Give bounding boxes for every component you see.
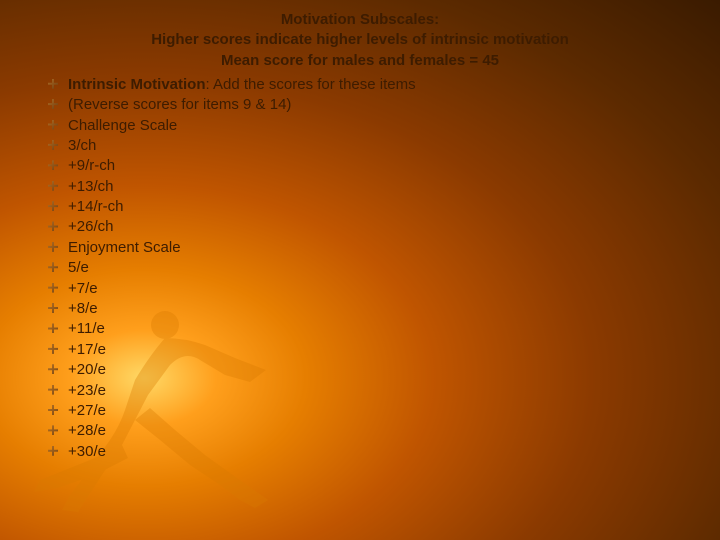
list-item: +28/e xyxy=(48,421,690,441)
bullet-list: Intrinsic Motivation: Add the scores for… xyxy=(48,75,690,462)
list-item: Enjoyment Scale xyxy=(48,238,690,258)
slide-content: Motivation Subscales: Higher scores indi… xyxy=(0,0,720,472)
heading-rest: : Add the scores for these items xyxy=(206,76,416,93)
list-item: +14/r-ch xyxy=(48,197,690,217)
list-item: +9/r-ch xyxy=(48,156,690,176)
list-item: +30/e xyxy=(48,442,690,462)
title-line-3: Mean score for males and females = 45 xyxy=(30,51,690,71)
list-item: 5/e xyxy=(48,258,690,278)
list-item: +17/e xyxy=(48,340,690,360)
list-item: +26/ch xyxy=(48,217,690,237)
list-item: +23/e xyxy=(48,381,690,401)
list-item: Challenge Scale xyxy=(48,116,690,136)
heading-label: Intrinsic Motivation xyxy=(68,76,206,93)
list-item: +20/e xyxy=(48,360,690,380)
title-line-1: Motivation Subscales: xyxy=(30,10,690,30)
heading-item: Intrinsic Motivation: Add the scores for… xyxy=(48,75,690,95)
list-item: +11/e xyxy=(48,319,690,339)
list-item: (Reverse scores for items 9 & 14) xyxy=(48,95,690,115)
list-item: +7/e xyxy=(48,279,690,299)
list-item: 3/ch xyxy=(48,136,690,156)
list-item: +13/ch xyxy=(48,177,690,197)
title-line-2: Higher scores indicate higher levels of … xyxy=(30,30,690,50)
list-item: +8/e xyxy=(48,299,690,319)
slide-title: Motivation Subscales: Higher scores indi… xyxy=(30,10,690,71)
list-item: +27/e xyxy=(48,401,690,421)
